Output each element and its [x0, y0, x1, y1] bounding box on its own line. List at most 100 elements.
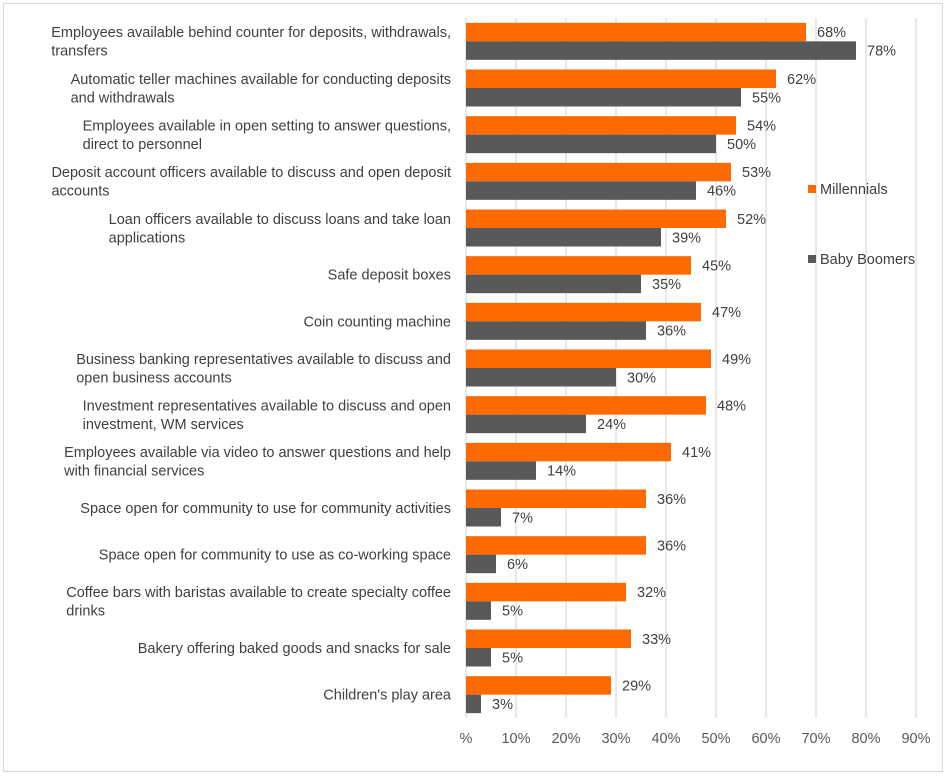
- bar-millennials: [466, 256, 691, 275]
- data-label: 33%: [642, 632, 671, 648]
- category-label: Bakery offering baked goods and snacks f…: [138, 641, 451, 657]
- data-label: 32%: [637, 585, 666, 601]
- bar-millennials: [466, 349, 711, 368]
- data-label: 53%: [742, 165, 771, 181]
- bar-millennials: [466, 629, 631, 648]
- bar-millennials: [466, 582, 626, 602]
- category-label: Safe deposit boxes: [328, 268, 451, 284]
- bar-baby-boomers: [466, 601, 491, 620]
- data-label: 29%: [622, 678, 651, 694]
- legend: Millennials Baby Boomers: [808, 182, 915, 268]
- data-label: 52%: [737, 212, 766, 228]
- x-tick-label: 80%: [851, 731, 880, 747]
- category-label-line: direct to personnel: [83, 137, 202, 153]
- category-label-line: open business accounts: [76, 370, 232, 386]
- category-label: Space open for community to use for comm…: [80, 501, 451, 517]
- data-label: 41%: [682, 445, 711, 461]
- data-label: 50%: [727, 137, 756, 153]
- category-label: Employees available via video to answer …: [63, 445, 451, 480]
- data-label: 36%: [657, 538, 686, 554]
- category-label-line: Investment representatives available to …: [83, 398, 451, 414]
- bars: [466, 22, 856, 714]
- bar-baby-boomers: [466, 648, 491, 667]
- bar-millennials: [466, 209, 726, 228]
- category-label: Children's play area: [323, 688, 452, 704]
- category-label-line: investment, WM services: [83, 417, 244, 433]
- data-label: 30%: [627, 370, 656, 386]
- category-label: Coin counting machine: [303, 314, 451, 330]
- bar-baby-boomers: [466, 508, 501, 527]
- bar-baby-boomers: [466, 461, 536, 480]
- data-label: 36%: [657, 492, 686, 508]
- x-tick-label: 10%: [501, 731, 530, 747]
- x-tick-label: 50%: [701, 731, 730, 747]
- category-label: Automatic teller machines available for …: [71, 72, 451, 107]
- bar-millennials: [466, 302, 701, 322]
- data-label: 5%: [502, 650, 523, 666]
- bar-millennials: [466, 22, 806, 42]
- category-label-line: Coffee bars with baristas available to c…: [66, 585, 451, 601]
- x-tick-label: 20%: [551, 731, 580, 747]
- legend-label-baby-boomers: Baby Boomers: [820, 252, 915, 268]
- data-label: 46%: [707, 184, 736, 200]
- x-tick-label: 60%: [751, 731, 780, 747]
- x-tick-label: 70%: [801, 731, 830, 747]
- bar-baby-boomers: [466, 41, 856, 60]
- category-label-line: and withdrawals: [71, 90, 175, 106]
- bar-baby-boomers: [466, 181, 696, 200]
- bar-baby-boomers: [466, 554, 496, 574]
- category-label: Investment representatives available to …: [83, 398, 451, 433]
- data-label: 36%: [657, 324, 686, 340]
- data-label: 3%: [492, 697, 513, 713]
- bar-millennials: [466, 676, 611, 695]
- bar-baby-boomers: [466, 368, 616, 387]
- category-label-line: Loan officers available to discuss loans…: [109, 212, 451, 228]
- data-label: 6%: [507, 557, 528, 573]
- bar-millennials: [466, 536, 646, 555]
- labels: % 10% 20% 30% 40% 50% 60% 70% 80% 90% 68% 78% Employ…: [51, 25, 930, 747]
- bar-baby-boomers: [466, 228, 661, 247]
- x-tick-label: %: [460, 731, 473, 747]
- bar-millennials: [466, 442, 671, 462]
- bar-baby-boomers: [466, 274, 641, 294]
- category-label: Loan officers available to discuss loans…: [109, 212, 451, 247]
- data-label: 39%: [672, 230, 701, 246]
- category-label-line: transfers: [51, 44, 107, 60]
- data-label: 14%: [547, 464, 576, 480]
- category-label-line: Business banking representatives availab…: [76, 352, 451, 368]
- bar-baby-boomers: [466, 321, 646, 340]
- data-label: 54%: [747, 118, 776, 134]
- data-label: 47%: [712, 305, 741, 321]
- data-label: 35%: [652, 277, 681, 293]
- bar-millennials: [466, 69, 776, 88]
- legend-label-millennials: Millennials: [820, 182, 888, 198]
- category-label: Employees available in open setting to a…: [83, 118, 451, 153]
- bar-baby-boomers: [466, 88, 741, 107]
- data-label: 49%: [722, 352, 751, 368]
- legend-swatch-baby-boomers: [808, 255, 816, 263]
- data-label: 55%: [752, 90, 781, 106]
- data-label: 45%: [702, 258, 731, 274]
- chart-frame: [3, 3, 943, 772]
- category-label-line: with financial services: [63, 464, 204, 480]
- data-label: 62%: [787, 72, 816, 88]
- bar-baby-boomers: [466, 694, 481, 714]
- data-label: 68%: [817, 25, 846, 41]
- bar-millennials: [466, 116, 736, 135]
- data-label: 7%: [512, 510, 533, 526]
- category-label-line: drinks: [66, 604, 105, 620]
- data-label: 48%: [717, 398, 746, 414]
- category-label-line: Automatic teller machines available for …: [71, 72, 451, 88]
- category-label-line: applications: [109, 230, 186, 246]
- category-label: Employees available behind counter for d…: [51, 25, 451, 60]
- category-label-line: accounts: [51, 184, 109, 200]
- legend-swatch-millennials: [808, 185, 816, 193]
- data-label: 78%: [867, 44, 896, 60]
- category-label-line: Employees available in open setting to a…: [83, 118, 451, 134]
- data-label: 24%: [597, 417, 626, 433]
- category-label: Deposit account officers available to di…: [51, 165, 451, 200]
- bar-baby-boomers: [466, 414, 586, 434]
- bar-baby-boomers: [466, 134, 716, 154]
- category-label-line: Employees available via video to answer …: [64, 445, 451, 461]
